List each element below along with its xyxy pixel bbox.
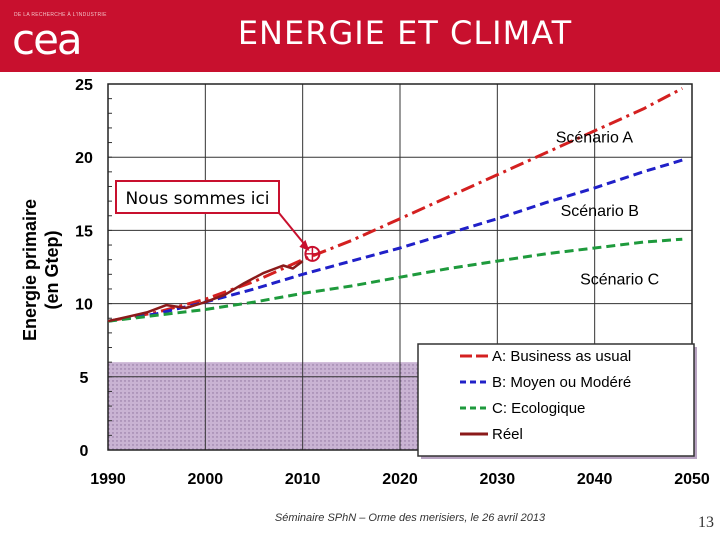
legend-label: B: Moyen ou Modéré <box>492 374 631 391</box>
x-tick-label: 1990 <box>90 471 126 488</box>
scenario-label: Scénario C <box>580 272 659 289</box>
y-axis-label-line: Energie primaire <box>20 199 40 341</box>
y-tick-label: 5 <box>80 370 89 387</box>
x-tick-label: 2030 <box>480 471 516 488</box>
legend-label: C: Ecologique <box>492 400 585 417</box>
x-tick-label: 2040 <box>577 471 613 488</box>
series-line <box>107 87 683 323</box>
y-tick-label: 20 <box>75 150 93 167</box>
cea-logo: DE LA RECHERCHE À L'INDUSTRIE cea <box>12 6 106 64</box>
legend-box <box>417 343 695 457</box>
energy-chart: 1990 2000 2010 2020 2030 2040 2050 0 5 10 15 20 25 En… <box>20 77 710 488</box>
legend-label: A: Business as usual <box>492 348 631 365</box>
x-tick-label: 2050 <box>674 471 710 488</box>
x-tick-label: 2020 <box>382 471 418 488</box>
logo-text: cea <box>12 15 83 64</box>
x-tick-label: 2010 <box>285 471 321 488</box>
slide-title: ENERGIE ET CLIMAT <box>237 14 573 52</box>
y-axis-label: Energie primaire (en Gtep) <box>20 199 62 341</box>
logo-tagline: DE LA RECHERCHE À L'INDUSTRIE <box>14 12 107 18</box>
page-number: 13 <box>698 514 714 531</box>
y-tick-label: 0 <box>80 443 89 460</box>
annotation-text: Nous sommes ici <box>125 189 269 209</box>
scenario-label: Scénario B <box>561 203 639 220</box>
plot-frame <box>107 83 693 451</box>
footer-text: Séminaire SPhN – Orme des merisiers, le … <box>274 512 546 524</box>
y-axis-label-line: (en Gtep) <box>42 230 62 309</box>
x-tick-label: 2000 <box>188 471 224 488</box>
y-tick-label: 10 <box>75 297 93 314</box>
legend-label: Réel <box>492 426 523 443</box>
header-bar: DE LA RECHERCHE À L'INDUSTRIE cea ENERGI… <box>0 0 720 72</box>
annotation-box <box>115 180 280 214</box>
series-line <box>107 260 304 323</box>
y-tick-label: 15 <box>75 223 93 240</box>
y-tick-label: 25 <box>75 77 93 94</box>
series-line <box>107 237 683 323</box>
scenario-label: Scénario A <box>556 130 634 147</box>
annotation-arrow <box>278 212 309 249</box>
